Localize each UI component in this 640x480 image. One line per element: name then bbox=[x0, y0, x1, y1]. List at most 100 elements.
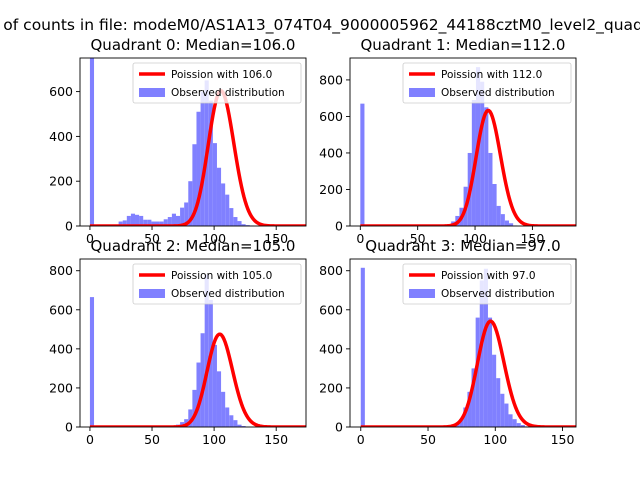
histogram-bar bbox=[229, 208, 234, 226]
histogram-bar bbox=[139, 215, 144, 226]
legend-bar-swatch bbox=[409, 289, 435, 298]
quadrant-title: Quadrant 1: Median=112.0 bbox=[361, 36, 566, 54]
histogram-bar bbox=[200, 333, 205, 427]
histogram-bar bbox=[180, 207, 185, 226]
histogram-bar bbox=[233, 420, 238, 427]
y-tick-label: 0 bbox=[335, 420, 343, 435]
legend-bar-swatch bbox=[409, 88, 435, 97]
observed-histogram-bars bbox=[89, 274, 246, 427]
histogram-bar bbox=[175, 215, 181, 226]
histogram-bar bbox=[500, 393, 505, 427]
histogram-bar bbox=[520, 425, 525, 427]
legend-entry-observed: Observed distribution bbox=[441, 87, 555, 99]
histogram-bar bbox=[167, 217, 172, 226]
legend-box bbox=[402, 263, 572, 305]
histogram-bar bbox=[492, 184, 497, 226]
quadrant-3-panel: 0 50 100 150 0 200 400 600 800 Quadrant 3: Median… bbox=[319, 237, 577, 447]
y-tick-label: 200 bbox=[319, 380, 343, 395]
histogram-bar bbox=[151, 221, 156, 226]
histogram-bar bbox=[89, 58, 95, 226]
histogram-bar bbox=[484, 107, 489, 226]
histogram-bar bbox=[196, 111, 201, 226]
x-tick-label: 150 bbox=[264, 432, 288, 447]
x-tick-label: 0 bbox=[86, 231, 94, 246]
y-tick-label: 400 bbox=[49, 129, 73, 144]
y-tick-label: 0 bbox=[335, 219, 343, 234]
histogram-bar bbox=[163, 219, 168, 226]
legend-entry-poisson: Poission with 97.0 bbox=[441, 270, 536, 282]
histogram-bar bbox=[483, 268, 488, 427]
histogram-bar bbox=[212, 143, 217, 226]
legend-entry-poisson: Poission with 105.0 bbox=[171, 270, 272, 282]
y-tick-label: 600 bbox=[49, 302, 73, 317]
histogram-bar bbox=[147, 219, 152, 226]
x-tick-label: 50 bbox=[144, 432, 160, 447]
x-tick-label: 150 bbox=[520, 231, 544, 246]
histogram-bar bbox=[475, 317, 480, 427]
x-tick-label: 150 bbox=[551, 432, 575, 447]
y-tick-label: 600 bbox=[319, 302, 343, 317]
histogram-bar bbox=[89, 297, 95, 427]
histogram-bar bbox=[360, 267, 365, 427]
quadrant-title: Quadrant 0: Median=106.0 bbox=[91, 36, 296, 54]
histogram-bar bbox=[135, 214, 140, 226]
histogram-bar bbox=[188, 181, 193, 226]
histogram-bar bbox=[126, 215, 131, 226]
histogram-bar bbox=[221, 183, 226, 226]
legend-bar-swatch bbox=[139, 289, 165, 298]
histogram-bar bbox=[208, 100, 213, 226]
histogram-bar bbox=[143, 219, 148, 226]
histogram-bar bbox=[159, 221, 164, 226]
histogram-bar bbox=[479, 280, 484, 427]
legend: Poission with 112.0 Observed distribution bbox=[402, 62, 572, 104]
histogram-bar bbox=[516, 423, 521, 427]
axes-frame bbox=[79, 57, 307, 227]
histogram-bar bbox=[241, 224, 246, 226]
y-tick-label: 400 bbox=[319, 341, 343, 356]
histogram-bar bbox=[229, 415, 234, 427]
legend-entry-poisson: Poission with 112.0 bbox=[441, 69, 542, 81]
histogram-bar bbox=[192, 144, 197, 226]
histogram-bar bbox=[488, 152, 493, 226]
legend-entry-poisson: Poission with 106.0 bbox=[171, 69, 272, 81]
histogram-bar bbox=[216, 167, 222, 226]
legend-entry-observed: Observed distribution bbox=[441, 288, 555, 300]
histogram-bar bbox=[504, 220, 510, 226]
legend-box bbox=[402, 62, 572, 104]
histogram-bar bbox=[467, 391, 472, 427]
legend-entry-observed: Observed distribution bbox=[171, 87, 285, 99]
histogram-bar bbox=[492, 354, 497, 427]
legend: Poission with 106.0 Observed distribution bbox=[132, 62, 302, 104]
x-tick-label: 100 bbox=[483, 432, 507, 447]
histogram-bar bbox=[471, 368, 476, 427]
axes-frame bbox=[349, 57, 577, 227]
quadrant-1-panel: 0 50 100 150 0 200 400 600 800 Quadrant 1: Median… bbox=[319, 36, 577, 246]
histogram-bar bbox=[233, 217, 238, 226]
x-tick-label: 150 bbox=[264, 231, 288, 246]
quadrant-panels: 0 50 100 150 0 200 400 600 Quadrant 0: Median=10… bbox=[49, 36, 577, 447]
histogram-bar bbox=[496, 205, 501, 226]
histogram-bar bbox=[509, 223, 514, 226]
legend: Poission with 105.0 Observed distribution bbox=[132, 263, 302, 305]
axes-frame bbox=[349, 258, 577, 428]
legend-box bbox=[132, 263, 302, 305]
quadrant-title: Quadrant 3: Median=97.0 bbox=[365, 237, 560, 255]
histogram-bar bbox=[122, 220, 127, 226]
y-tick-label: 200 bbox=[319, 182, 343, 197]
y-tick-label: 400 bbox=[49, 341, 73, 356]
quadrant-0-panel: 0 50 100 150 0 200 400 600 Quadrant 0: Median=10… bbox=[49, 36, 307, 246]
histogram-bar bbox=[459, 419, 464, 427]
legend-entry-observed: Observed distribution bbox=[171, 288, 285, 300]
quadrant-2-panel: 0 50 100 150 0 200 400 600 800 Quadrant 2: Median… bbox=[49, 237, 307, 447]
histogram-bar bbox=[192, 389, 197, 427]
histogram-bar bbox=[360, 103, 365, 226]
legend-box bbox=[132, 62, 302, 104]
histogram-bar bbox=[500, 214, 505, 226]
histogram-bar bbox=[512, 419, 517, 427]
x-tick-label: 0 bbox=[356, 231, 364, 246]
y-tick-label: 0 bbox=[65, 219, 73, 234]
y-tick-label: 600 bbox=[319, 109, 343, 124]
y-tick-label: 200 bbox=[49, 380, 73, 395]
figure-suptitle: Histogram of counts in file: modeM0/AS1A… bbox=[0, 16, 640, 35]
